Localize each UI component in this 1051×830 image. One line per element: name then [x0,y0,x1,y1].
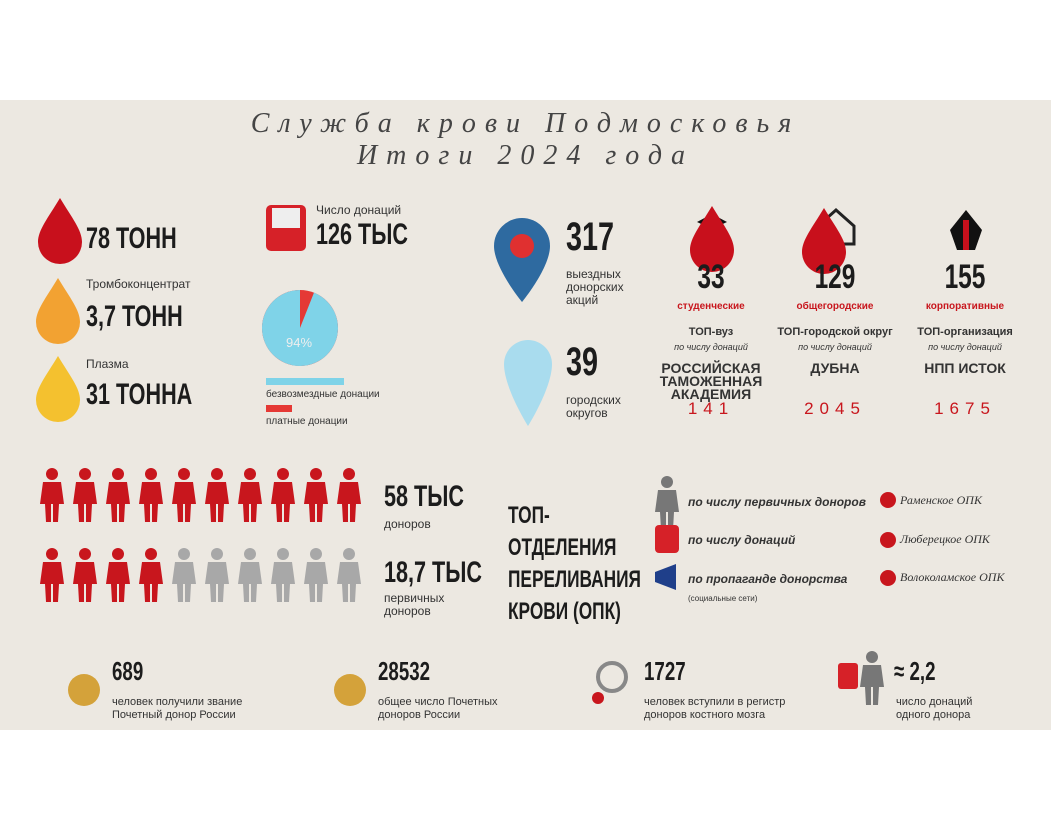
category-top-sub: по числу донаций [674,342,748,352]
stat: 126 ТЫС [316,218,408,251]
stat: 1727 [644,656,686,686]
criterion: по числу донаций [688,533,796,547]
stat: 317 [566,215,615,259]
stat: 28532 [378,656,431,686]
label: общее число Почетных доноров России [378,696,498,721]
winner: Раменское ОПК [900,493,982,507]
top-title: ТОП-ОТДЕЛЕНИЯ ПЕРЕЛИВАНИЯ КРОВИ (ОПК) [508,502,641,625]
stat: 39 [566,340,599,384]
criterion: по числу первичных доноров [688,495,866,509]
title: Служба крови Подмосковья [250,108,801,139]
note: (социальные сети) [688,594,758,603]
category-top-name: РОССИЙСКАЯ ТАМОЖЕННАЯ АКАДЕМИЯ [659,360,763,402]
category-top-label: ТОП-вуз [688,326,734,338]
stat: 689 [112,656,144,686]
category-name: корпоративные [925,301,1005,312]
label: первичных доноров [384,591,445,618]
stat: 3,7 ТОНН [86,300,183,333]
category-name: студенческие [677,301,745,312]
category-value: 129 [814,258,856,296]
label: выездных донорских акций [566,267,624,307]
winner: Люберецкое ОПК [900,532,990,546]
label: городских округов [566,393,621,420]
subtitle: Итоги 2024 года [356,140,695,171]
category-top-value: 141 [687,399,735,418]
pie-slice [262,290,338,367]
category-top-value: 2045 [804,399,866,418]
category-top-sub: по числу донаций [798,342,872,352]
stat: 18,7 ТЫС [384,556,482,589]
category-top-value: 1675 [934,399,996,418]
stat: 31 ТОННА [86,378,193,411]
stat: 58 ТЫС [384,480,464,513]
stat: ≈ 2,2 [894,656,936,686]
legend: безвозмездные донации [266,389,380,400]
category-value: 33 [697,258,725,296]
category-name: общегородские [796,301,874,312]
label: Тромбоконцентрат [86,277,191,291]
category-top-sub: по числу донаций [928,342,1002,352]
label: Плазма [86,357,129,371]
criterion: по пропаганде донорства [688,572,848,586]
stat: 78 ТОНН [86,222,177,255]
icons [36,198,982,706]
category-top-label: ТОП-организация [917,326,1013,338]
category-value: 155 [944,258,986,296]
label: доноров [384,517,431,531]
label: число донаций одного донора [896,696,973,721]
pie-label: 94% [286,335,313,350]
category-top-label: ТОП-городской округ [777,326,893,338]
label: человек получили звание Почетный донор Р… [112,696,243,721]
category-top-name: ДУБНА [810,360,860,376]
label: Число донаций [316,203,402,217]
legend: платные донации [266,416,348,427]
winner: Волоколамское ОПК [900,570,1005,584]
label: человек вступили в регистр доноров костн… [644,696,786,721]
category-top-name: НПП ИСТОК [924,360,1006,376]
